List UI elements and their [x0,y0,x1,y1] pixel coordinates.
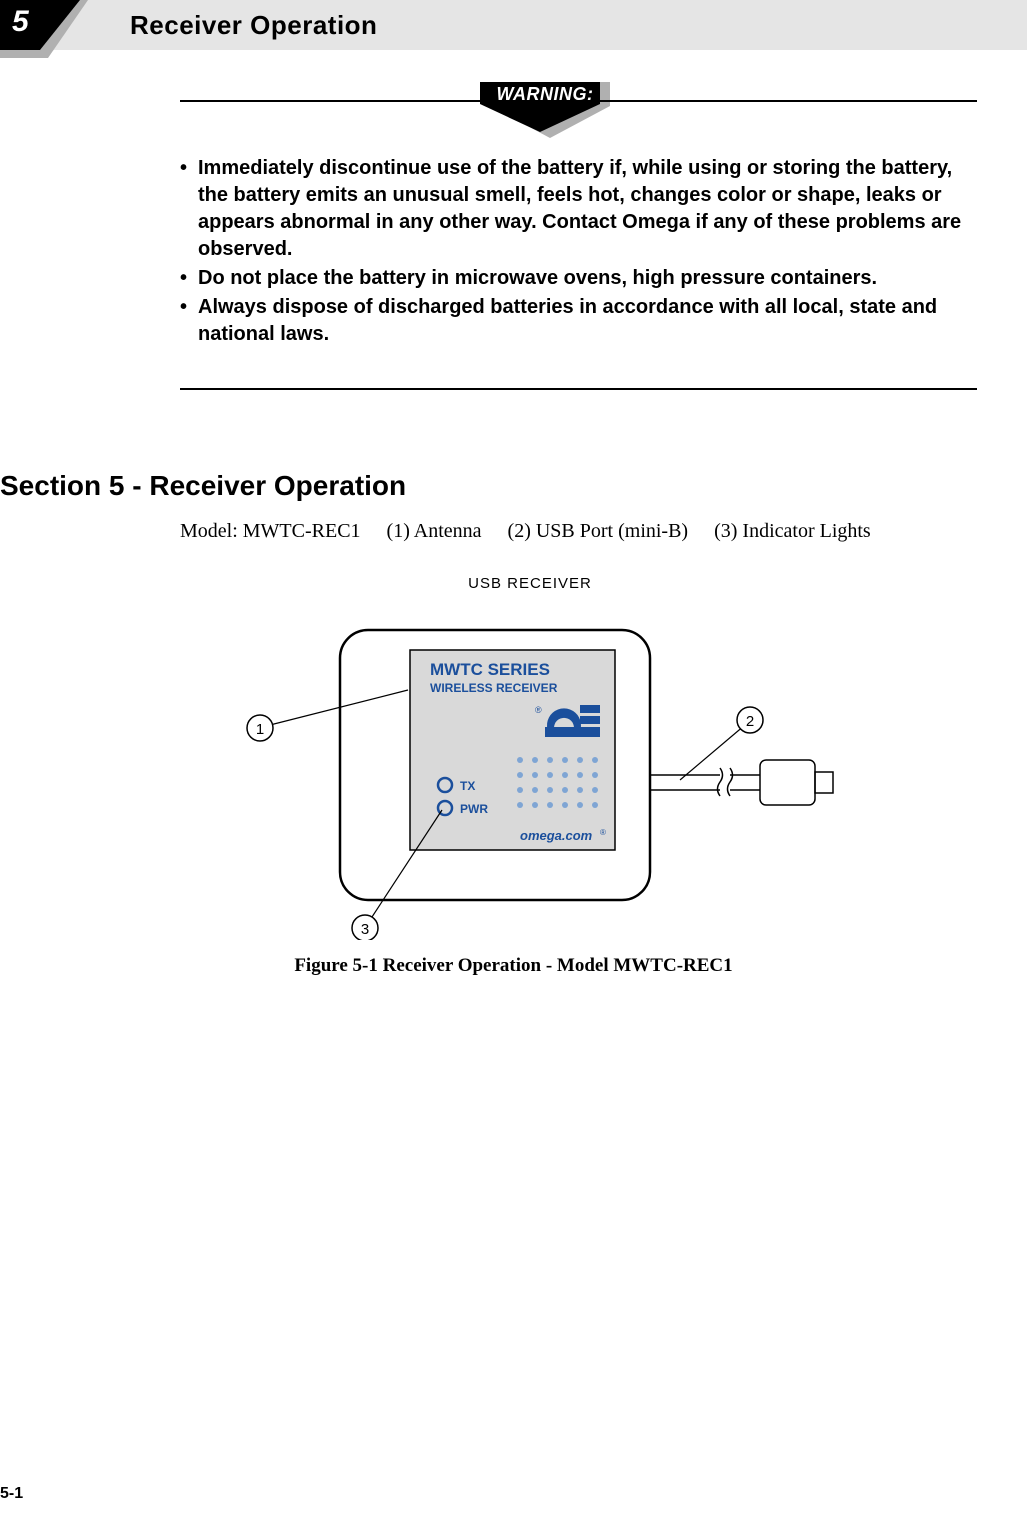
svg-text:MWTC SERIES: MWTC SERIES [430,660,550,679]
figure-top-label: USB RECEIVER [220,575,840,592]
warning-badge: WARNING: [475,82,615,138]
svg-text:2: 2 [746,713,754,730]
section-title: Section 5 - Receiver Operation [0,470,406,502]
warning-bullet: Immediately discontinue use of the batte… [180,155,977,263]
chapter-title: Receiver Operation [130,10,377,41]
chapter-tab: 5 [0,0,100,50]
model-line: Model: MWTC-REC1 (1) Antenna (2) USB Por… [180,520,977,543]
svg-text:3: 3 [361,921,369,938]
callout-2-text: (2) USB Port (mini-B) [508,520,689,543]
svg-text:TX: TX [460,779,475,793]
svg-text:®: ® [535,705,542,715]
callout-3-text: (3) Indicator Lights [714,520,871,543]
svg-text:1: 1 [256,721,264,738]
warning-rule-bottom [180,388,977,390]
figure-area: USB RECEIVER MWTC SERIES WIRELESS RECEIV… [220,575,840,940]
svg-text:®: ® [600,828,606,837]
chapter-header: 5 Receiver Operation [0,0,1027,50]
svg-text:PWR: PWR [460,802,488,816]
warning-body: Immediately discontinue use of the batte… [180,155,977,350]
callout-1-text: (1) Antenna [387,520,482,543]
receiver-diagram: MWTC SERIES WIRELESS RECEIVER ® TX PWR o… [220,610,840,940]
chapter-number: 5 [12,5,29,39]
page-number: 5-1 [0,1485,23,1503]
svg-text:WIRELESS RECEIVER: WIRELESS RECEIVER [430,681,558,695]
svg-text:omega.com: omega.com [520,828,593,843]
warning-rule-top [180,100,977,102]
warning-bullet: Do not place the battery in microwave ov… [180,265,977,292]
model-text: Model: MWTC-REC1 [180,520,361,543]
figure-caption: Figure 5-1 Receiver Operation - Model MW… [0,955,1027,977]
warning-bullet: Always dispose of discharged batteries i… [180,294,977,348]
